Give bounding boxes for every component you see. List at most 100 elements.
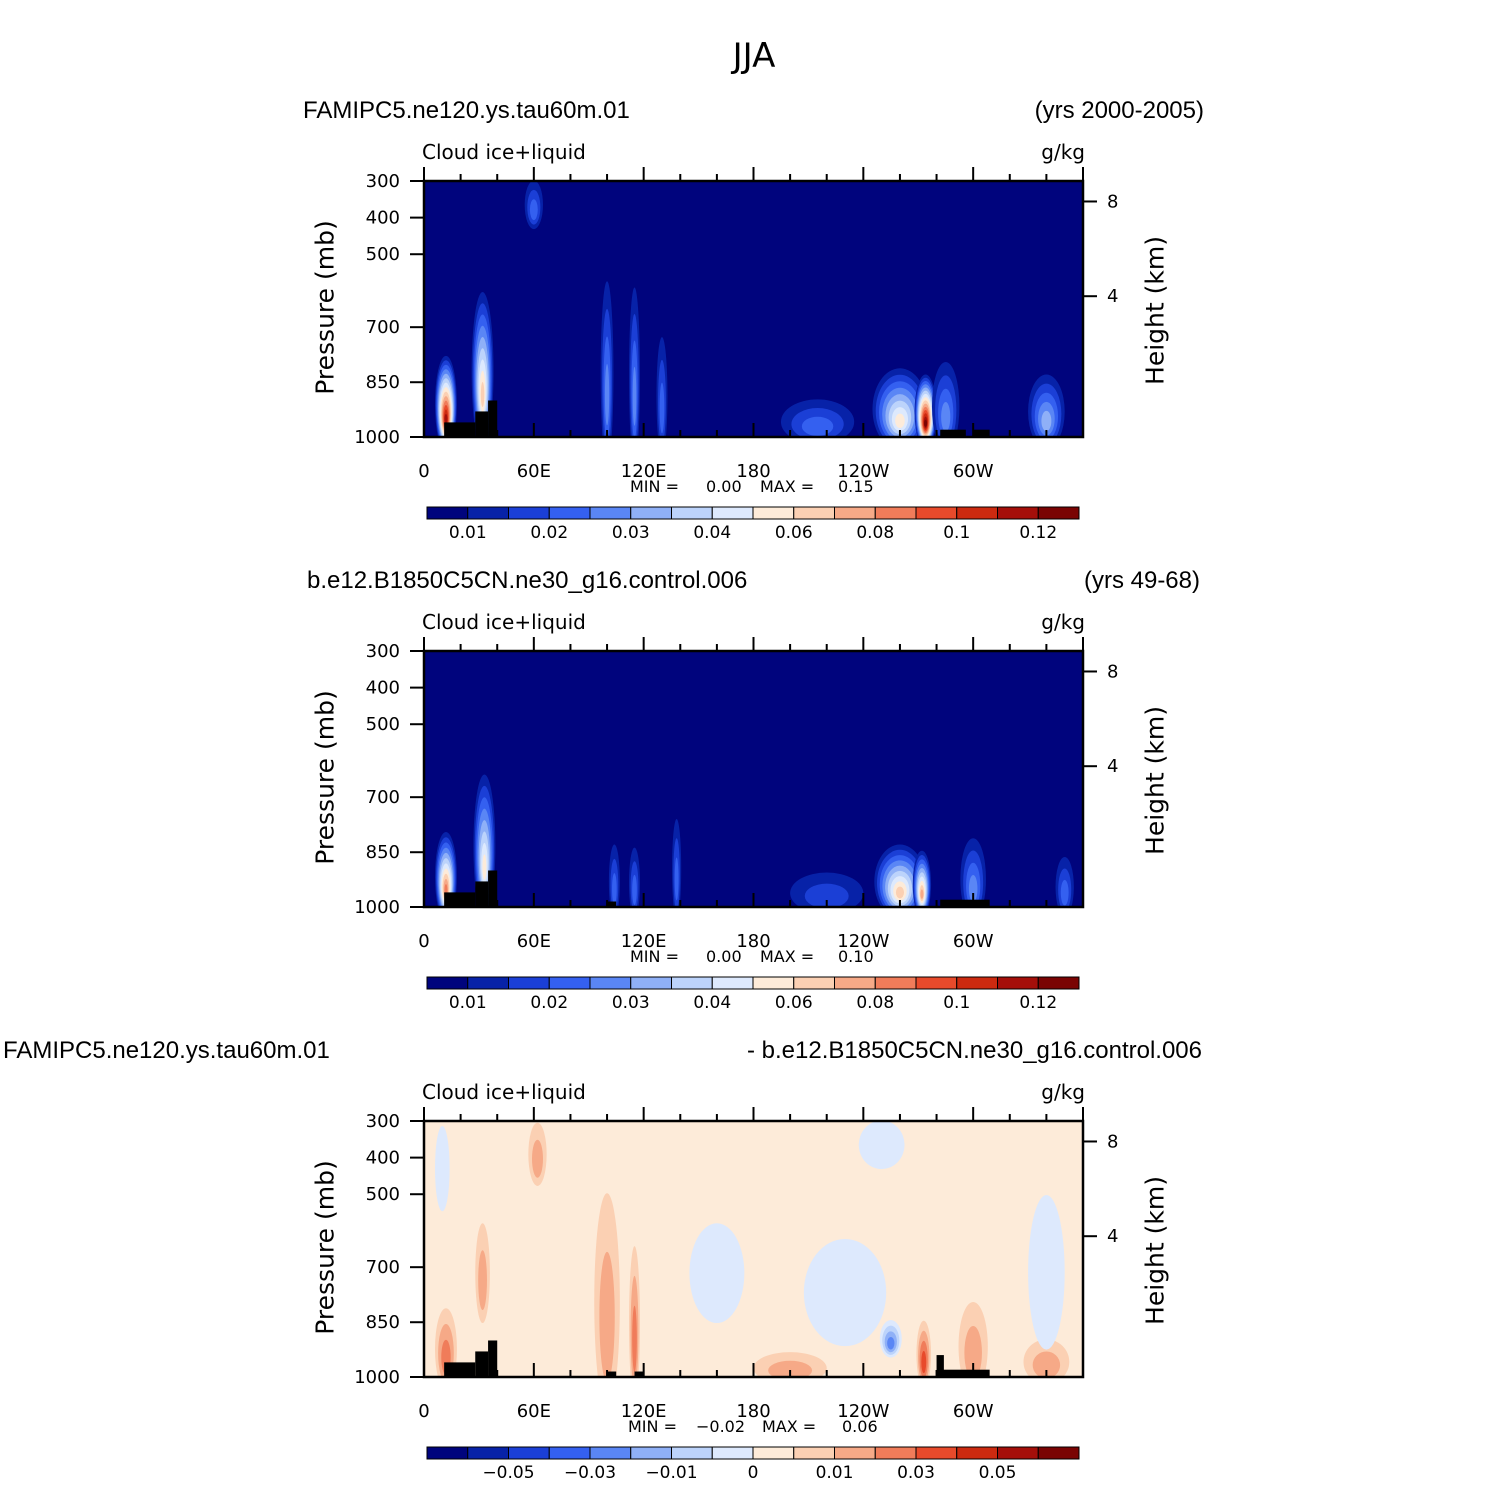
topography-block — [488, 1340, 498, 1377]
variable-label: Cloud ice+liquid — [422, 610, 586, 634]
colorbar-label: 0.1 — [943, 523, 970, 543]
y-tick-label: 850 — [366, 842, 400, 863]
y-right-tick-label: 4 — [1107, 756, 1118, 777]
colorbar-swatch — [548, 976, 591, 990]
min-label: MIN = — [630, 477, 679, 496]
colorbar-swatch — [997, 976, 1039, 990]
y-right-tick-label: 4 — [1107, 286, 1118, 307]
y-tick-label: 400 — [366, 208, 400, 229]
x-tick-label: 0 — [418, 1401, 429, 1422]
contour-feature-4-level-3 — [674, 857, 679, 901]
min-value: −0.02 — [696, 1417, 746, 1436]
colorbar-swatch — [874, 506, 917, 520]
y-tick-label: 300 — [366, 641, 400, 662]
colorbar-swatch — [467, 976, 509, 990]
x-tick-label: 0 — [418, 461, 429, 482]
colorbar-swatch — [671, 1446, 713, 1460]
colorbar-label: 0.06 — [775, 523, 813, 543]
run-title: FAMIPC5.ne120.ys.tau60m.01 — [303, 97, 630, 124]
units-label: g/kg — [1041, 140, 1085, 164]
colorbar-swatch — [915, 976, 958, 990]
topography-block — [607, 901, 617, 907]
topography-block — [607, 1371, 617, 1377]
contour-feature-6-level-4 — [921, 1350, 927, 1374]
contour-feature-8-level-2 — [1032, 1351, 1061, 1377]
colorbar-swatch — [426, 1446, 469, 1460]
topography-block — [940, 429, 966, 437]
contour-feature-3-level-2 — [478, 1250, 487, 1311]
colorbar-swatch — [508, 1446, 550, 1460]
contour-feature-6-level-3 — [801, 416, 834, 436]
x-tick-label: 120E — [621, 461, 667, 482]
min-value: 0.00 — [706, 477, 742, 496]
x-tick-label: 60W — [953, 461, 994, 482]
y-right-tick-label: 8 — [1107, 191, 1118, 212]
colorbar-label: 0.01 — [816, 1463, 854, 1483]
contour-feature-14-level-1 — [858, 1121, 905, 1170]
colorbar-swatch — [426, 976, 469, 990]
colorbar-swatch — [711, 506, 754, 520]
colorbar-swatch — [711, 976, 754, 990]
x-tick-label: 120W — [837, 1401, 889, 1422]
y-right-tick-label: 8 — [1107, 1131, 1118, 1152]
topography-block — [444, 422, 476, 437]
y-tick-label: 1000 — [354, 897, 400, 918]
contour-feature-3-level-4 — [604, 364, 610, 426]
topography-block — [444, 1362, 476, 1377]
contour-feature-11-level-1 — [689, 1223, 745, 1324]
topography-block — [936, 1369, 990, 1377]
topography-block — [634, 1371, 644, 1377]
colorbar-label: 0.05 — [979, 1463, 1017, 1483]
plot-background — [424, 181, 1083, 437]
colorbar-swatch — [548, 506, 591, 520]
colorbar-label: 0.06 — [775, 993, 813, 1013]
colorbar-swatch — [1037, 976, 1080, 990]
contour-feature-13-level-1 — [1028, 1194, 1065, 1350]
colorbar-label: 0.02 — [530, 523, 568, 543]
colorbar-swatch — [956, 976, 998, 990]
colorbar-label: 0.04 — [693, 523, 731, 543]
contour-feature-9-level-3 — [1060, 879, 1069, 906]
min-label: MIN = — [630, 947, 679, 966]
colorbar-swatch — [793, 976, 835, 990]
x-tick-label: 60E — [517, 461, 551, 482]
colorbar-swatch — [752, 976, 795, 990]
colorbar-label: 0 — [748, 1463, 759, 1483]
colorbar-swatch — [426, 506, 469, 520]
colorbar-swatch — [467, 1446, 509, 1460]
contour-feature-4-level-3 — [632, 1305, 637, 1373]
colorbar-swatch — [630, 976, 672, 990]
x-tick-label: 60E — [517, 931, 551, 952]
topography-block — [475, 881, 489, 907]
colorbar-swatch — [548, 1446, 591, 1460]
years-label: (yrs 49-68) — [1083, 567, 1200, 594]
colorbar-swatch — [834, 506, 876, 520]
max-label: MAX = — [762, 1417, 817, 1436]
contour-feature-7-level-8 — [895, 413, 905, 428]
units-label: g/kg — [1041, 1080, 1085, 1104]
y-tick-label: 700 — [366, 787, 400, 808]
contour-feature-10-level-1 — [803, 1238, 887, 1347]
contour-feature-4-level-4 — [632, 366, 637, 426]
colorbar-swatch — [752, 506, 795, 520]
max-value: 0.10 — [838, 947, 874, 966]
min-label: MIN = — [628, 1417, 677, 1436]
y-tick-label: 500 — [366, 1184, 400, 1205]
colorbar-label: −0.03 — [564, 1463, 616, 1483]
contour-group — [434, 181, 1065, 437]
colorbar-label: −0.05 — [482, 1463, 534, 1483]
colorbar-swatch — [508, 506, 550, 520]
colorbar-swatch — [1037, 506, 1080, 520]
min-value: 0.00 — [706, 947, 742, 966]
years-label: - b.e12.B1850C5CN.ne30_g16.control.006 — [747, 1037, 1202, 1064]
colorbar-label: 0.02 — [530, 993, 568, 1013]
colorbar-label: 0.03 — [897, 1463, 935, 1483]
topography-block — [488, 870, 498, 907]
topography-block — [973, 429, 990, 437]
x-tick-label: 180 — [736, 931, 770, 952]
colorbar-swatch — [508, 976, 550, 990]
colorbar-swatch — [793, 1446, 835, 1460]
y-tick-label: 1000 — [354, 1367, 400, 1388]
contour-feature-2-level-3 — [529, 199, 538, 221]
